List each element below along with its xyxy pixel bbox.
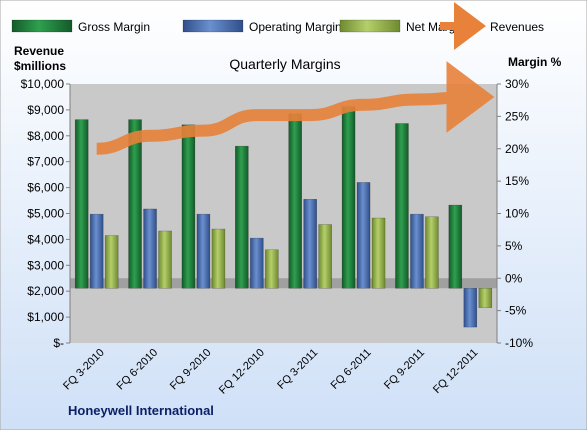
gross-margin-bar (74, 119, 89, 289)
net-margin-bar (371, 217, 386, 289)
gross-margin-bar (288, 113, 302, 289)
operating-margin-bar (410, 213, 424, 289)
legend-revenues-label: Revenues (490, 20, 544, 34)
right-tick-label: -5% (505, 304, 527, 318)
left-axis-ticks: $- $1,000 $2,000 $3,000 $4,000 $5,000 $6,000 $7… (21, 77, 70, 350)
right-axis-ticks: -10% -5% 0% 5% 10% 15% 20% 25% 30% (497, 77, 533, 350)
right-tick-label: 15% (505, 174, 529, 188)
right-tick-label: 5% (505, 239, 523, 253)
gross-margin-bar (235, 145, 249, 289)
legend-gross-margin-swatch (11, 19, 73, 33)
legend-gross-margin-label: Gross Margin (78, 20, 150, 34)
right-tick-label: -10% (505, 336, 533, 350)
operating-margin-bar (463, 288, 478, 328)
legend-operating-margin: Operating Margin (182, 19, 342, 34)
left-tick-label: $1,000 (27, 310, 64, 324)
gross-margin-bar (341, 106, 356, 289)
left-tick-label: $4,000 (27, 232, 64, 246)
net-margin-bar (211, 228, 226, 289)
left-tick-label: $7,000 (27, 155, 64, 169)
right-tick-label: 30% (505, 77, 529, 91)
left-tick-label: $6,000 (27, 181, 64, 195)
revenues-line (96, 60, 495, 155)
left-tick-label: $5,000 (27, 207, 64, 221)
left-tick-label: $2,000 (27, 284, 64, 298)
left-tick-label: $10,000 (21, 77, 65, 91)
right-axis-title: Margin % (508, 55, 562, 69)
legend-net-margin-swatch (339, 19, 401, 33)
left-axis-title-line1: Revenue (14, 44, 64, 58)
legend: Gross Margin Operating Margin Net Margin Re… (11, 2, 544, 50)
legend-operating-margin-label: Operating Margin (249, 20, 342, 34)
gross-margin-bar (395, 123, 409, 289)
operating-margin-bar (303, 199, 317, 289)
left-tick-label: $3,000 (27, 258, 64, 272)
chart-title: Quarterly Margins (229, 56, 340, 72)
left-tick-label: $8,000 (27, 129, 64, 143)
gross-margin-bar (448, 204, 463, 289)
revenue-line-group (96, 60, 495, 155)
net-margin-bar (478, 288, 493, 308)
footer-company: Honeywell International (68, 403, 214, 418)
legend-operating-margin-swatch (182, 19, 244, 33)
net-margin-bar (425, 216, 439, 289)
gross-margin-bar (128, 119, 142, 289)
legend-gross-margin: Gross Margin (11, 19, 150, 34)
operating-margin-bar (356, 182, 371, 289)
legend-revenues: Revenues (440, 2, 544, 50)
net-margin-bar (158, 230, 172, 289)
gross-margin-bar (181, 124, 196, 289)
operating-margin-bar (196, 213, 211, 289)
left-tick-label: $9,000 (27, 103, 64, 117)
right-tick-label: 25% (505, 109, 529, 123)
right-tick-label: 20% (505, 142, 529, 156)
left-tick-label: $- (53, 336, 64, 350)
operating-margin-bar (89, 213, 104, 289)
operating-margin-bar (143, 208, 157, 289)
zero-band (70, 278, 497, 289)
right-tick-label: 0% (505, 271, 523, 285)
bars (74, 106, 493, 328)
operating-margin-bar (250, 237, 264, 289)
right-tick-label: 10% (505, 207, 529, 221)
net-margin-bar (104, 235, 119, 289)
left-axis-title-line2: $millions (14, 59, 66, 73)
net-margin-bar (265, 249, 279, 289)
net-margin-bar (318, 224, 332, 289)
